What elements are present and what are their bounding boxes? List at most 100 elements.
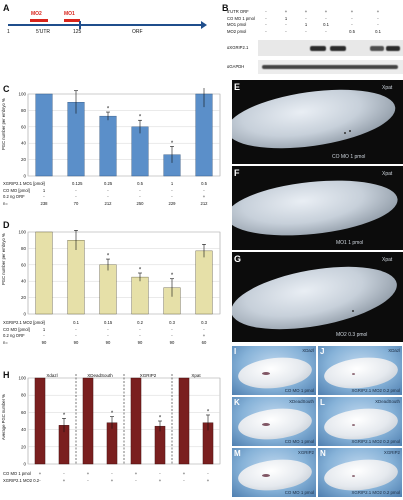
table-row-label: CO MO [pmol] bbox=[3, 326, 30, 332]
plot-frame bbox=[27, 231, 221, 315]
table-cell: 1 bbox=[42, 326, 46, 332]
bar bbox=[67, 239, 85, 315]
panel-h-letter: H bbox=[3, 370, 10, 380]
significance-star: * bbox=[107, 254, 110, 260]
table-cell: + bbox=[62, 478, 66, 483]
embryo-k bbox=[236, 405, 314, 443]
western-cell: 1 bbox=[304, 22, 308, 27]
image-l: L XDeadSouth XGRIP2.1 MO2 0.2 pmol bbox=[318, 397, 402, 446]
image-m: M XGRIP2 CO MO 1 pmol bbox=[232, 448, 316, 497]
embryo-e bbox=[232, 80, 399, 158]
table-cell: + bbox=[38, 471, 42, 476]
embryo-j bbox=[322, 354, 400, 392]
table-cell: 90 bbox=[105, 339, 111, 345]
image-j-probe: XDazl bbox=[388, 348, 400, 353]
table-cell: - bbox=[63, 471, 65, 476]
image-i-treatment: CO MO 1 pmol bbox=[284, 388, 314, 393]
y-tick-label: 40 bbox=[21, 141, 27, 146]
y-tick-label: 0 bbox=[23, 174, 26, 179]
western-cell: 1 bbox=[284, 15, 288, 21]
table-cell: 0.1 bbox=[73, 320, 79, 325]
table-cell: - bbox=[107, 194, 109, 199]
image-g-probe: Xpat bbox=[382, 257, 393, 263]
image-m-treatment: CO MO 1 pmol bbox=[284, 490, 314, 495]
pgc-stain bbox=[352, 373, 355, 375]
y-tick-label: 60 bbox=[21, 124, 27, 129]
table-cell: 0.2 bbox=[137, 320, 143, 325]
chart-c: 0 20 40 60 80 100 * * * bbox=[18, 88, 221, 179]
western-row-label: 5'UTR ORF bbox=[227, 9, 249, 14]
plot-frame bbox=[27, 93, 221, 177]
bar bbox=[130, 377, 142, 465]
table-cell: 0.125 bbox=[72, 181, 83, 186]
image-i: I XDazl CO MO 1 pmol bbox=[232, 346, 316, 395]
table-row-label: n= bbox=[3, 339, 8, 345]
y-tick-label: 100 bbox=[18, 376, 26, 381]
table-cell: + bbox=[206, 478, 210, 483]
bar bbox=[35, 93, 53, 177]
image-n-letter: N bbox=[320, 449, 326, 458]
table-cell: 1 bbox=[42, 187, 46, 193]
image-j: J XDazl XGRIP2.1 MO2 0.2 pmol bbox=[318, 346, 402, 395]
chart-h: 0 20 40 60 80 100 * * * * Xdazl XDeadSouth XGRIP2 Xpa… bbox=[18, 373, 221, 467]
table-cell: + bbox=[202, 194, 206, 199]
image-f-treatment: MO1 1 pmol bbox=[336, 240, 364, 246]
y-tick-label: 100 bbox=[18, 92, 26, 97]
table-cell: 90 bbox=[137, 339, 143, 345]
table-cell: - bbox=[139, 187, 141, 193]
image-e-probe: Xpat bbox=[382, 85, 393, 91]
table-cell: - bbox=[87, 478, 89, 483]
table-cell: - bbox=[171, 326, 173, 332]
table-row-label: n= bbox=[3, 200, 8, 206]
group-label: Xpat bbox=[191, 373, 201, 378]
table-cell: - bbox=[75, 187, 77, 193]
table-cell: 0.5 bbox=[201, 181, 207, 186]
panel-b-letter: B bbox=[222, 3, 229, 13]
western-cell: 0.1 bbox=[323, 22, 329, 27]
image-j-treatment: XGRIP2.1 MO2 0.2 pmol bbox=[351, 388, 400, 393]
image-l-probe: XDeadSouth bbox=[375, 399, 400, 404]
western-cell: - bbox=[351, 15, 353, 21]
bar bbox=[154, 425, 166, 465]
image-g: Xpat MO2 0.3 pmol bbox=[232, 252, 403, 342]
bar bbox=[99, 264, 117, 315]
table-cell: - bbox=[107, 326, 109, 332]
table-cell: 60 bbox=[201, 339, 207, 345]
image-k-probe: XDeadSouth bbox=[289, 399, 314, 404]
bar bbox=[106, 422, 118, 465]
pgc-stain bbox=[262, 372, 270, 375]
utr-label: 5'UTR bbox=[36, 29, 51, 35]
western-cell: + bbox=[304, 9, 308, 14]
table-row-label: 0.2 ng ORF bbox=[3, 194, 25, 199]
western-cell: - bbox=[265, 9, 267, 14]
embryo-i bbox=[236, 354, 314, 392]
group-label: XGRIP2 bbox=[140, 373, 157, 378]
western-row-label: MO1 pmol bbox=[227, 22, 247, 27]
table-cell: 212 bbox=[104, 200, 112, 206]
y-tick-label: 60 bbox=[21, 262, 27, 267]
western-row-label: MO2 pmol bbox=[227, 28, 247, 34]
panel-c-letter: C bbox=[3, 84, 10, 94]
table-cell: - bbox=[107, 187, 109, 193]
table-cell: - bbox=[183, 478, 185, 483]
table-row-label: 0.2 ng ORF bbox=[3, 333, 25, 338]
image-n: N XGRIP2 XGRIP2.1 MO2 0.2 pmol bbox=[318, 448, 402, 497]
western-cell: - bbox=[377, 22, 379, 27]
blot-xgrip bbox=[258, 40, 403, 56]
image-g-treatment: MO2 0.3 pmol bbox=[336, 332, 368, 338]
mo2-label: MO2 bbox=[31, 11, 42, 17]
blot-label-xgrip: αXGRIP2.1 bbox=[227, 45, 249, 50]
bar bbox=[99, 115, 117, 177]
table-cell: - bbox=[39, 478, 41, 483]
image-e-letter: E bbox=[234, 82, 241, 92]
western-cell: + bbox=[376, 9, 380, 14]
chart-d-ylabel: PGC number per embryo % bbox=[1, 233, 6, 285]
western-cell: - bbox=[351, 22, 353, 27]
western-cell: 0.1 bbox=[375, 28, 381, 34]
table-cell: 250 bbox=[136, 200, 144, 206]
embryo-m bbox=[236, 456, 314, 494]
western-cell: + bbox=[350, 9, 354, 14]
western-cell: - bbox=[285, 28, 287, 34]
table-cell: 238 bbox=[40, 200, 48, 206]
significance-star: * bbox=[207, 409, 210, 415]
